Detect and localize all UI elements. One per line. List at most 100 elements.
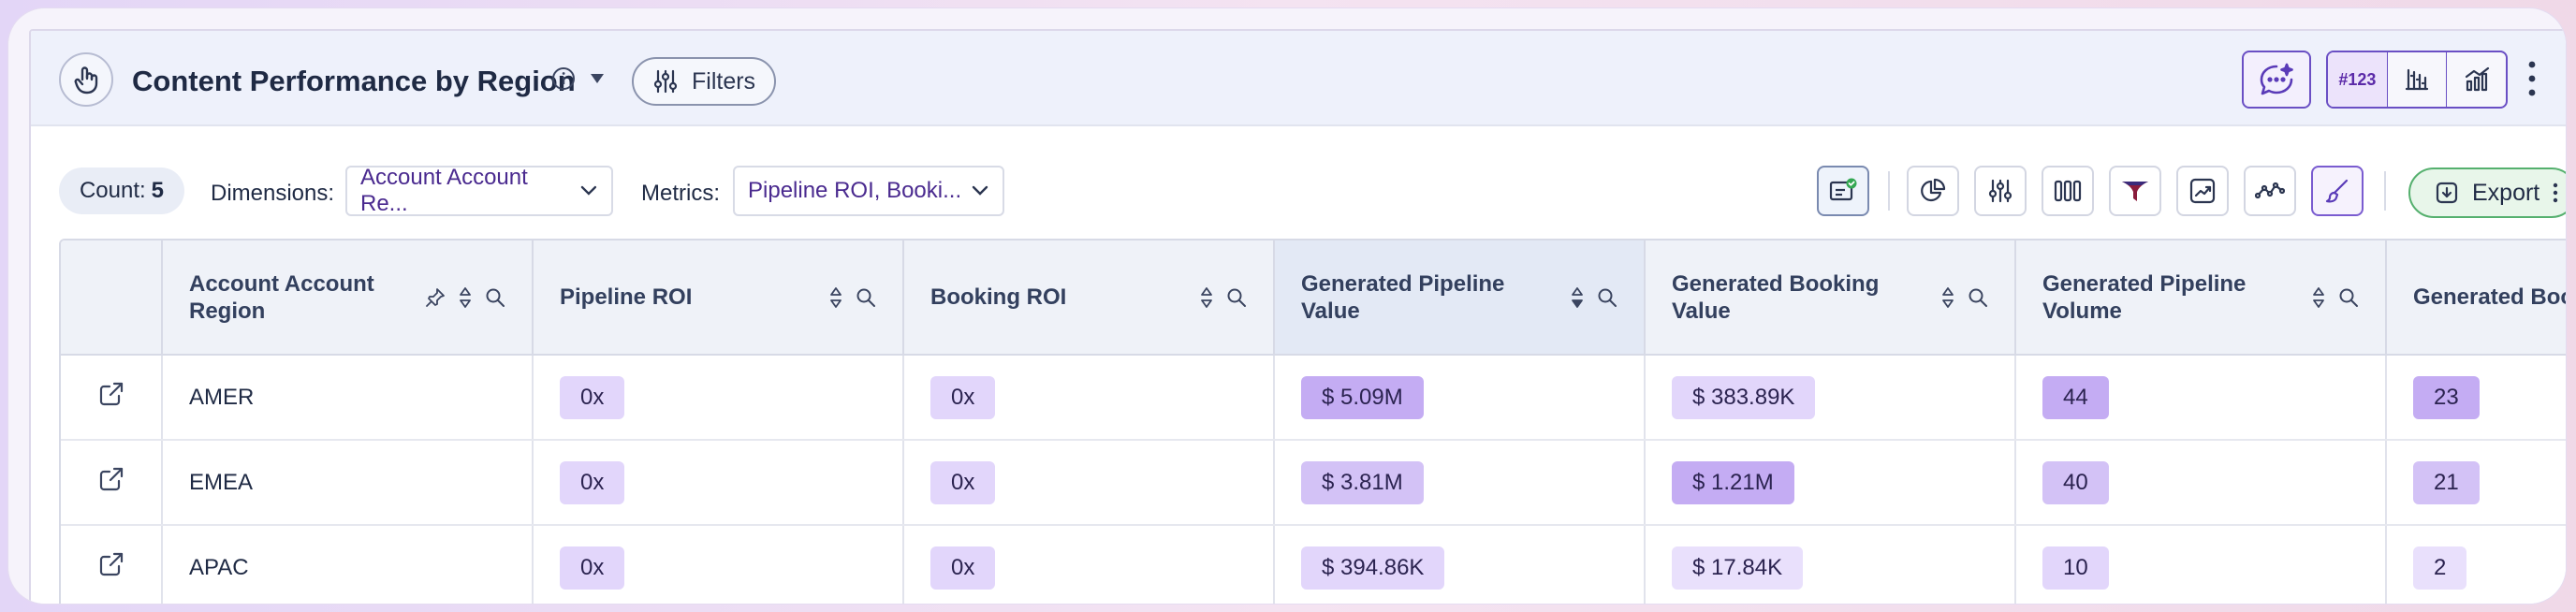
column-header-label: Pipeline ROI <box>560 284 693 310</box>
funnel-brand-icon <box>2122 182 2148 201</box>
gen-pipeline-volume-cell: 40 <box>2015 440 2387 526</box>
ai-chat-button[interactable] <box>2242 51 2311 109</box>
chevron-down-icon <box>580 185 597 196</box>
dimensions-select[interactable]: Account Account Re... <box>345 165 613 216</box>
value-badge: 40 <box>2042 460 2109 504</box>
booking-roi-cell: 0x <box>903 525 1275 604</box>
sort-icon[interactable] <box>829 286 842 309</box>
more-options-icon[interactable] <box>2525 57 2539 105</box>
column-header-booking-roi[interactable]: Booking ROI <box>903 240 1275 356</box>
column-header-generated-booking-value[interactable]: Generated Booking Value <box>1645 240 2016 356</box>
column-header-generated-pipeline-volume[interactable]: Generated Pipeline Volume <box>2015 240 2387 356</box>
metrics-label: Metrics: <box>641 181 720 206</box>
gen-booking-value-cell: $ 17.84K <box>1645 525 2016 604</box>
touch-icon[interactable] <box>59 52 113 107</box>
external-link-icon[interactable] <box>98 381 124 407</box>
column-header-generated-pipeline-value[interactable]: Generated Pipeline Value <box>1274 240 1646 356</box>
adjust-button[interactable] <box>1974 166 2027 216</box>
search-icon[interactable] <box>856 287 876 308</box>
paintbrush-icon <box>2325 179 2349 203</box>
sort-descending-icon[interactable] <box>1571 286 1584 309</box>
gen-pipeline-value-cell: $ 5.09M <box>1274 355 1646 441</box>
report-card: Content Performance by Region Filters #1… <box>29 29 2566 604</box>
column-header-generated-booking-volume[interactable]: Generated Booking Volume <box>2386 240 2566 356</box>
search-icon[interactable] <box>1968 287 1988 308</box>
more-vertical-icon <box>2554 182 2558 203</box>
gen-booking-volume-cell: 2 <box>2386 525 2566 604</box>
number-view-label: #123 <box>2338 69 2377 89</box>
value-badge: 2 <box>2413 546 2467 590</box>
search-icon[interactable] <box>1226 287 1247 308</box>
columns-button[interactable] <box>2042 166 2094 216</box>
count-label: Count: <box>79 178 146 203</box>
column-header-label: Generated Booking Value <box>1672 270 1880 324</box>
report-header: Content Performance by Region Filters #1… <box>31 31 2566 126</box>
column-header-region[interactable]: Account Account Region <box>162 240 534 356</box>
metrics-value: Pipeline ROI, Booki... <box>748 178 962 203</box>
trend-chart-icon <box>2189 178 2216 204</box>
booking-roi-cell: 0x <box>903 440 1275 526</box>
value-badge: 21 <box>2413 460 2480 504</box>
chart-view-button[interactable] <box>2447 52 2506 107</box>
query-toolbar: Count: 5 Dimensions: Account Account Re.… <box>31 128 2566 231</box>
search-icon[interactable] <box>1597 287 1617 308</box>
region-cell: AMER <box>162 355 534 441</box>
sort-icon[interactable] <box>2312 286 2325 309</box>
divider <box>2384 171 2386 211</box>
chevron-down-icon <box>972 185 988 196</box>
number-view-button[interactable]: #123 <box>2328 52 2388 107</box>
divider <box>1888 171 1890 211</box>
open-cell <box>61 440 163 526</box>
style-button[interactable] <box>2311 166 2364 216</box>
count-value: 5 <box>151 178 165 203</box>
export-label: Export <box>2472 179 2540 206</box>
gen-booking-volume-cell: 21 <box>2386 440 2566 526</box>
sort-icon[interactable] <box>1200 286 1213 309</box>
line-chart-button[interactable] <box>2244 166 2296 216</box>
booking-roi-cell: 0x <box>903 355 1275 441</box>
search-icon[interactable] <box>2338 287 2359 308</box>
value-badge: 0x <box>930 375 996 419</box>
funnel-button[interactable] <box>2109 166 2161 216</box>
saved-view-button[interactable] <box>1817 166 1869 216</box>
dimensions-label: Dimensions: <box>211 181 335 206</box>
external-link-icon[interactable] <box>98 466 124 492</box>
sort-icon[interactable] <box>459 286 472 309</box>
table-icon <box>2405 68 2429 91</box>
pipeline-roi-cell: 0x <box>533 440 904 526</box>
pie-chart-icon <box>1921 178 1946 202</box>
column-header-open <box>61 240 163 356</box>
external-link-icon[interactable] <box>98 551 124 577</box>
gen-booking-value-cell: $ 383.89K <box>1645 355 2016 441</box>
pie-chart-button[interactable] <box>1907 166 1959 216</box>
value-badge: 0x <box>560 460 625 504</box>
open-cell <box>61 525 163 604</box>
sliders-icon <box>1988 179 2012 203</box>
search-icon[interactable] <box>485 287 505 308</box>
sort-icon[interactable] <box>1941 286 1954 309</box>
caret-down-icon[interactable] <box>589 72 606 90</box>
region-cell: APAC <box>162 525 534 604</box>
pin-icon[interactable] <box>425 287 446 308</box>
trend-button[interactable] <box>2176 166 2229 216</box>
value-badge: 0x <box>930 546 996 590</box>
export-button[interactable]: Export <box>2408 168 2566 218</box>
value-badge: $ 5.09M <box>1301 375 1424 419</box>
column-header-pipeline-roi[interactable]: Pipeline ROI <box>533 240 904 356</box>
gen-booking-volume-cell: 23 <box>2386 355 2566 441</box>
value-badge: 44 <box>2042 375 2109 419</box>
filters-button[interactable]: Filters <box>632 57 776 106</box>
line-chart-icon <box>2255 182 2285 199</box>
column-header-label: Generated Pipeline Volume <box>2042 270 2247 324</box>
table-view-button[interactable] <box>2388 52 2448 107</box>
value-badge: $ 394.86K <box>1301 546 1445 590</box>
saved-check-icon <box>1829 178 1857 201</box>
metrics-select[interactable]: Pipeline ROI, Booki... <box>733 166 1004 216</box>
filters-label: Filters <box>692 67 756 95</box>
region-cell: EMEA <box>162 440 534 526</box>
value-badge: $ 17.84K <box>1672 546 1804 590</box>
columns-icon <box>2054 180 2082 202</box>
table-row: APAC 0x 0x $ 394.86K $ 17.84K 10 2 <box>61 525 2566 604</box>
value-badge: 23 <box>2413 375 2480 419</box>
info-icon[interactable] <box>551 66 576 95</box>
